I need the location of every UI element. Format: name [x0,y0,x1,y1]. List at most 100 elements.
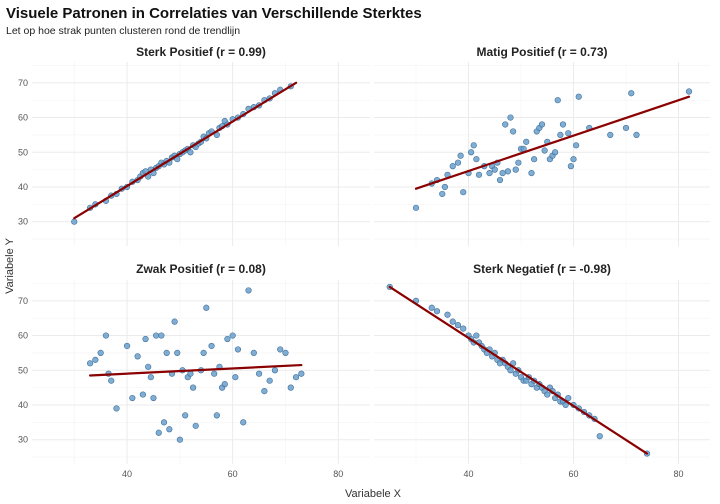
data-point [575,93,582,100]
data-point [454,159,462,166]
data-point [174,349,181,357]
trend-line [388,285,649,455]
data-point [475,171,483,178]
facet-panel: Sterk Negatief (r = -0.98) [374,262,710,464]
data-point [182,412,189,419]
trend-line [88,363,303,377]
x-tick-label: 40 [463,469,473,479]
x-axis-ticks: 40 60 80 40 60 80 [122,469,683,479]
data-point [298,370,305,377]
data-point [142,335,149,343]
panel-title: Sterk Positief (r = 0.99) [136,45,266,59]
data-point [139,391,147,398]
data-point [439,190,446,198]
data-point [504,168,511,175]
data-point [189,384,197,391]
data-point [557,131,564,139]
data-point [607,131,614,139]
data-point [538,121,546,128]
data-point [287,384,294,391]
trend-line [414,95,691,190]
data-point [544,391,551,398]
trend-line [73,81,298,220]
data-point [573,142,580,149]
data-point [166,426,173,433]
data-point [507,114,514,121]
panel-title: Matig Positief (r = 0.73) [476,45,607,59]
data-point [203,304,210,311]
x-tick-label: 40 [122,469,132,479]
data-point [129,394,136,402]
data-point [515,159,522,166]
y-axis-ticks: 30 40 50 60 70 30 40 50 60 70 [18,78,28,445]
data-point [147,374,154,381]
y-tick-label: 30 [18,435,28,445]
data-point [277,346,284,353]
y-tick-label: 60 [18,331,28,341]
data-point [261,387,268,395]
data-point [512,166,519,173]
x-tick-label: 80 [333,469,343,479]
data-point [255,370,263,377]
y-tick-label: 50 [18,365,28,375]
chart-subtitle: Let op hoe strak punten clusteren rond d… [6,25,240,37]
data-point [567,163,574,170]
data-point [552,149,559,156]
data-point [271,367,279,374]
data-point [412,204,420,211]
data-point [460,189,467,196]
data-point [229,332,236,339]
data-point [444,311,451,318]
data-point [473,156,480,163]
data-point [158,332,165,339]
panel-plot-area [32,280,370,464]
data-point [570,156,577,163]
x-axis-label: Variabele X [345,488,402,500]
panel-title: Sterk Negatief (r = -0.98) [473,262,611,276]
panel-plot-area [374,280,710,464]
data-point [192,422,199,429]
data-point [245,287,252,294]
data-point [473,332,480,339]
data-point [449,163,456,170]
y-tick-label: 60 [18,113,28,123]
data-point [240,419,247,426]
y-tick-label: 40 [18,182,28,192]
data-point [468,149,475,156]
data-point [102,332,110,339]
x-tick-label: 80 [673,469,683,479]
data-point [163,349,170,357]
panel-title: Zwak Positief (r = 0.08) [136,262,266,276]
data-point [108,377,115,384]
data-point [541,147,548,154]
data-point [499,169,506,177]
data-point [160,419,168,426]
data-point [523,138,530,145]
data-point [510,128,517,135]
data-point [213,412,220,419]
data-point [449,318,456,325]
data-point [507,367,514,374]
data-point [502,121,509,128]
data-point [496,176,504,184]
y-tick-label: 40 [18,400,28,410]
data-point [628,90,635,97]
data-point [221,381,228,388]
facet-panel: Matig Positief (r = 0.73) [374,45,710,246]
data-point [224,335,231,343]
data-point [123,342,131,350]
facet-panel: Zwak Positief (r = 0.08) [32,262,370,464]
data-point [554,97,561,104]
x-tick-label: 60 [228,469,238,479]
data-point [155,429,162,436]
data-point [150,394,157,402]
data-point [200,349,207,357]
data-point [145,363,152,370]
data-point [234,346,242,353]
data-point [176,436,183,443]
data-point [441,183,448,191]
data-point [596,433,603,440]
data-point [633,131,640,139]
data-point [211,370,218,377]
